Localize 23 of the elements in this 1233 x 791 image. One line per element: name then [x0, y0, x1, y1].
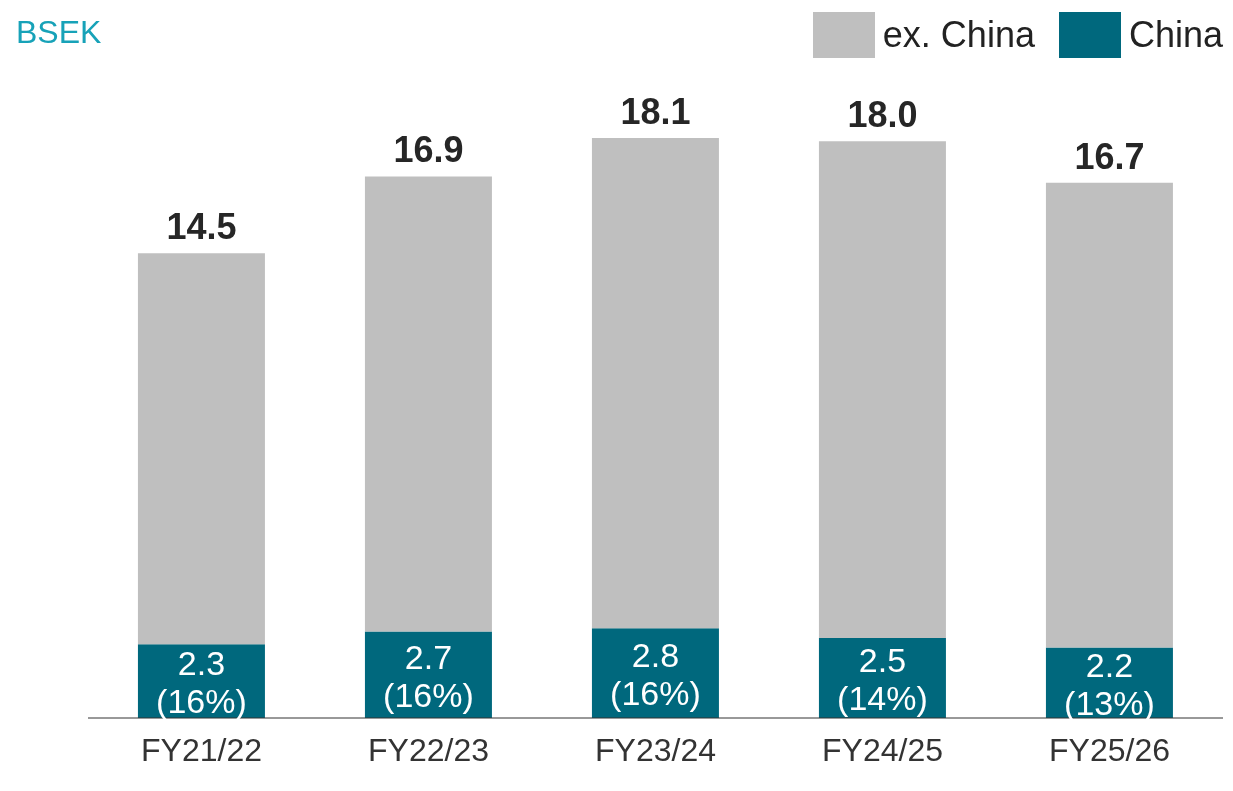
bar	[137, 253, 265, 645]
bar	[364, 176, 492, 632]
legend-label: China	[1128, 14, 1223, 56]
x-tick-label: FY23/24	[595, 731, 716, 768]
data-label: 2.5 (14%)	[837, 640, 928, 717]
total-label: 18.1	[620, 91, 691, 132]
data-label: 2.8 (16%)	[610, 636, 701, 713]
x-tick-label: FY25/26	[1049, 731, 1170, 768]
x-tick-label: FY22/23	[368, 731, 489, 768]
bar	[591, 138, 719, 629]
data-label: 2.7 (16%)	[383, 637, 474, 714]
data-label: 2.2 (13%)	[1064, 645, 1155, 722]
x-tick-label: FY21/22	[141, 731, 262, 768]
bar	[1045, 182, 1173, 648]
legend-label: ex. China	[882, 14, 1035, 56]
y-axis-title: BSEK	[16, 14, 102, 51]
data-label: 2.3 (16%)	[156, 644, 247, 721]
total-label: 16.9	[393, 129, 464, 171]
total-label: 16.7	[1074, 135, 1145, 177]
bar	[818, 141, 946, 638]
total-label: 14.5	[166, 206, 237, 248]
total-label: 18.0	[847, 94, 918, 136]
x-tick-label: FY24/25	[822, 731, 943, 768]
